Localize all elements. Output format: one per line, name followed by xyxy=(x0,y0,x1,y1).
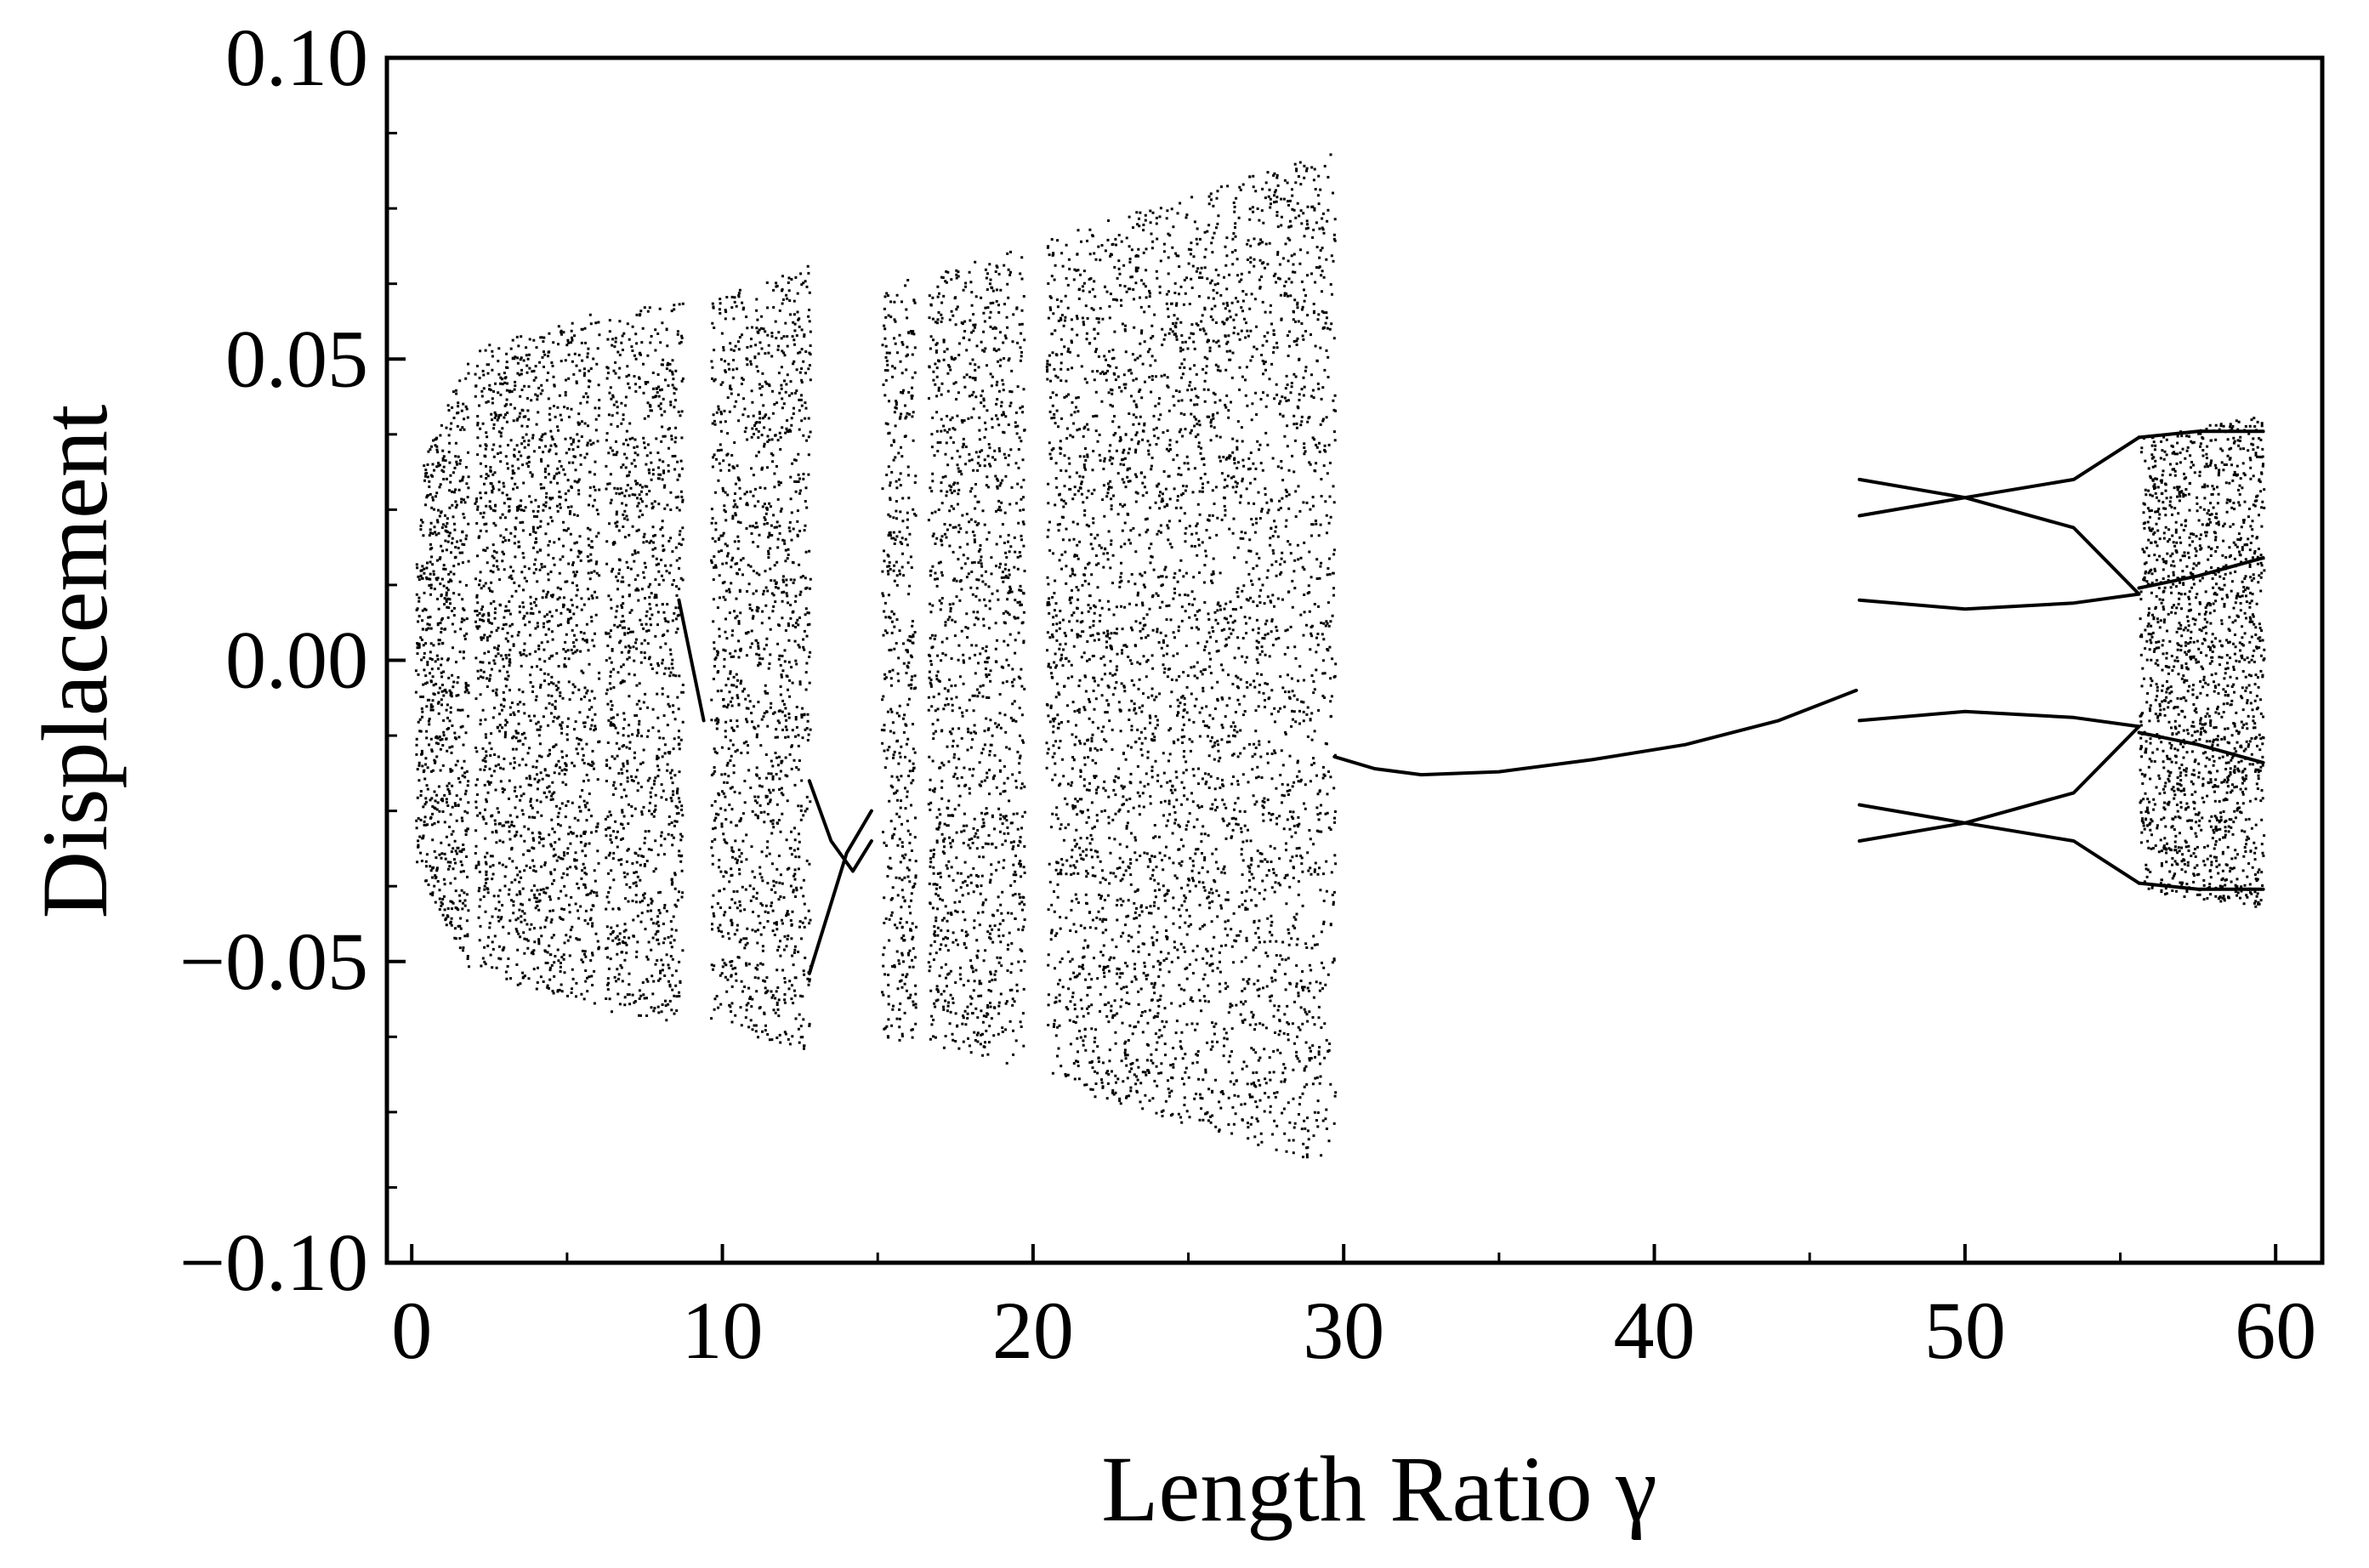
periodic-branch xyxy=(807,779,873,873)
periodic-branch xyxy=(677,598,706,723)
scatter-points xyxy=(414,362,470,969)
scatter-points xyxy=(604,302,685,1022)
chaotic-band xyxy=(710,264,812,1050)
x-tick-label: 60 xyxy=(2235,1285,2316,1376)
periodic-branch xyxy=(1857,496,2141,596)
scatter-points xyxy=(927,250,1026,1065)
periodic-branch xyxy=(2137,429,2265,440)
scatter-points xyxy=(1045,153,1338,1159)
x-tick-label: 20 xyxy=(992,1285,1074,1376)
periodic-branch xyxy=(2137,730,2265,764)
periodic-branch xyxy=(1857,435,2141,500)
periodic-branch xyxy=(2137,556,2265,590)
y-tick-label: 0.00 xyxy=(225,615,368,706)
periodic-branch xyxy=(2137,881,2265,891)
x-tick-label: 30 xyxy=(1303,1285,1384,1376)
x-tick-label: 40 xyxy=(1614,1285,1696,1376)
periodic-branch xyxy=(1857,709,2141,729)
periodic-branch xyxy=(1857,724,2141,825)
y-tick-label: −0.05 xyxy=(179,916,368,1007)
x-tick-label: 0 xyxy=(391,1285,432,1376)
chaotic-band xyxy=(2139,417,2266,908)
scatter-points xyxy=(880,279,917,1042)
scatter-points xyxy=(710,264,812,1050)
x-axis: 0 10 20 30 40 50 60 xyxy=(391,1244,2316,1376)
chaotic-band xyxy=(1045,153,1338,1159)
chaotic-band xyxy=(604,302,685,1022)
chaotic-band xyxy=(474,313,601,1005)
data-marks xyxy=(414,153,2266,1159)
scatter-points xyxy=(474,313,601,1005)
periodic-branch xyxy=(1857,592,2141,611)
y-tick-label: 0.05 xyxy=(225,313,368,404)
chaotic-band xyxy=(927,250,1026,1065)
x-axis-label: Length Ratio γ xyxy=(1101,1437,1657,1541)
y-axis: 0.10 0.05 0.00 −0.05 −0.10 xyxy=(179,12,406,1308)
chaotic-band xyxy=(414,362,470,969)
periodic-branch xyxy=(1332,688,1858,777)
x-tick-label: 10 xyxy=(682,1285,764,1376)
y-tick-label: 0.10 xyxy=(225,12,368,103)
y-axis-label: Displacement xyxy=(23,405,127,919)
periodic-branch xyxy=(807,809,873,975)
periodic-branch xyxy=(1857,821,2141,885)
scatter-points xyxy=(2139,417,2266,908)
y-tick-label: −0.10 xyxy=(179,1217,368,1308)
chaotic-band xyxy=(880,279,917,1042)
x-tick-label: 50 xyxy=(1924,1285,2006,1376)
plot-frame xyxy=(384,55,2325,1265)
